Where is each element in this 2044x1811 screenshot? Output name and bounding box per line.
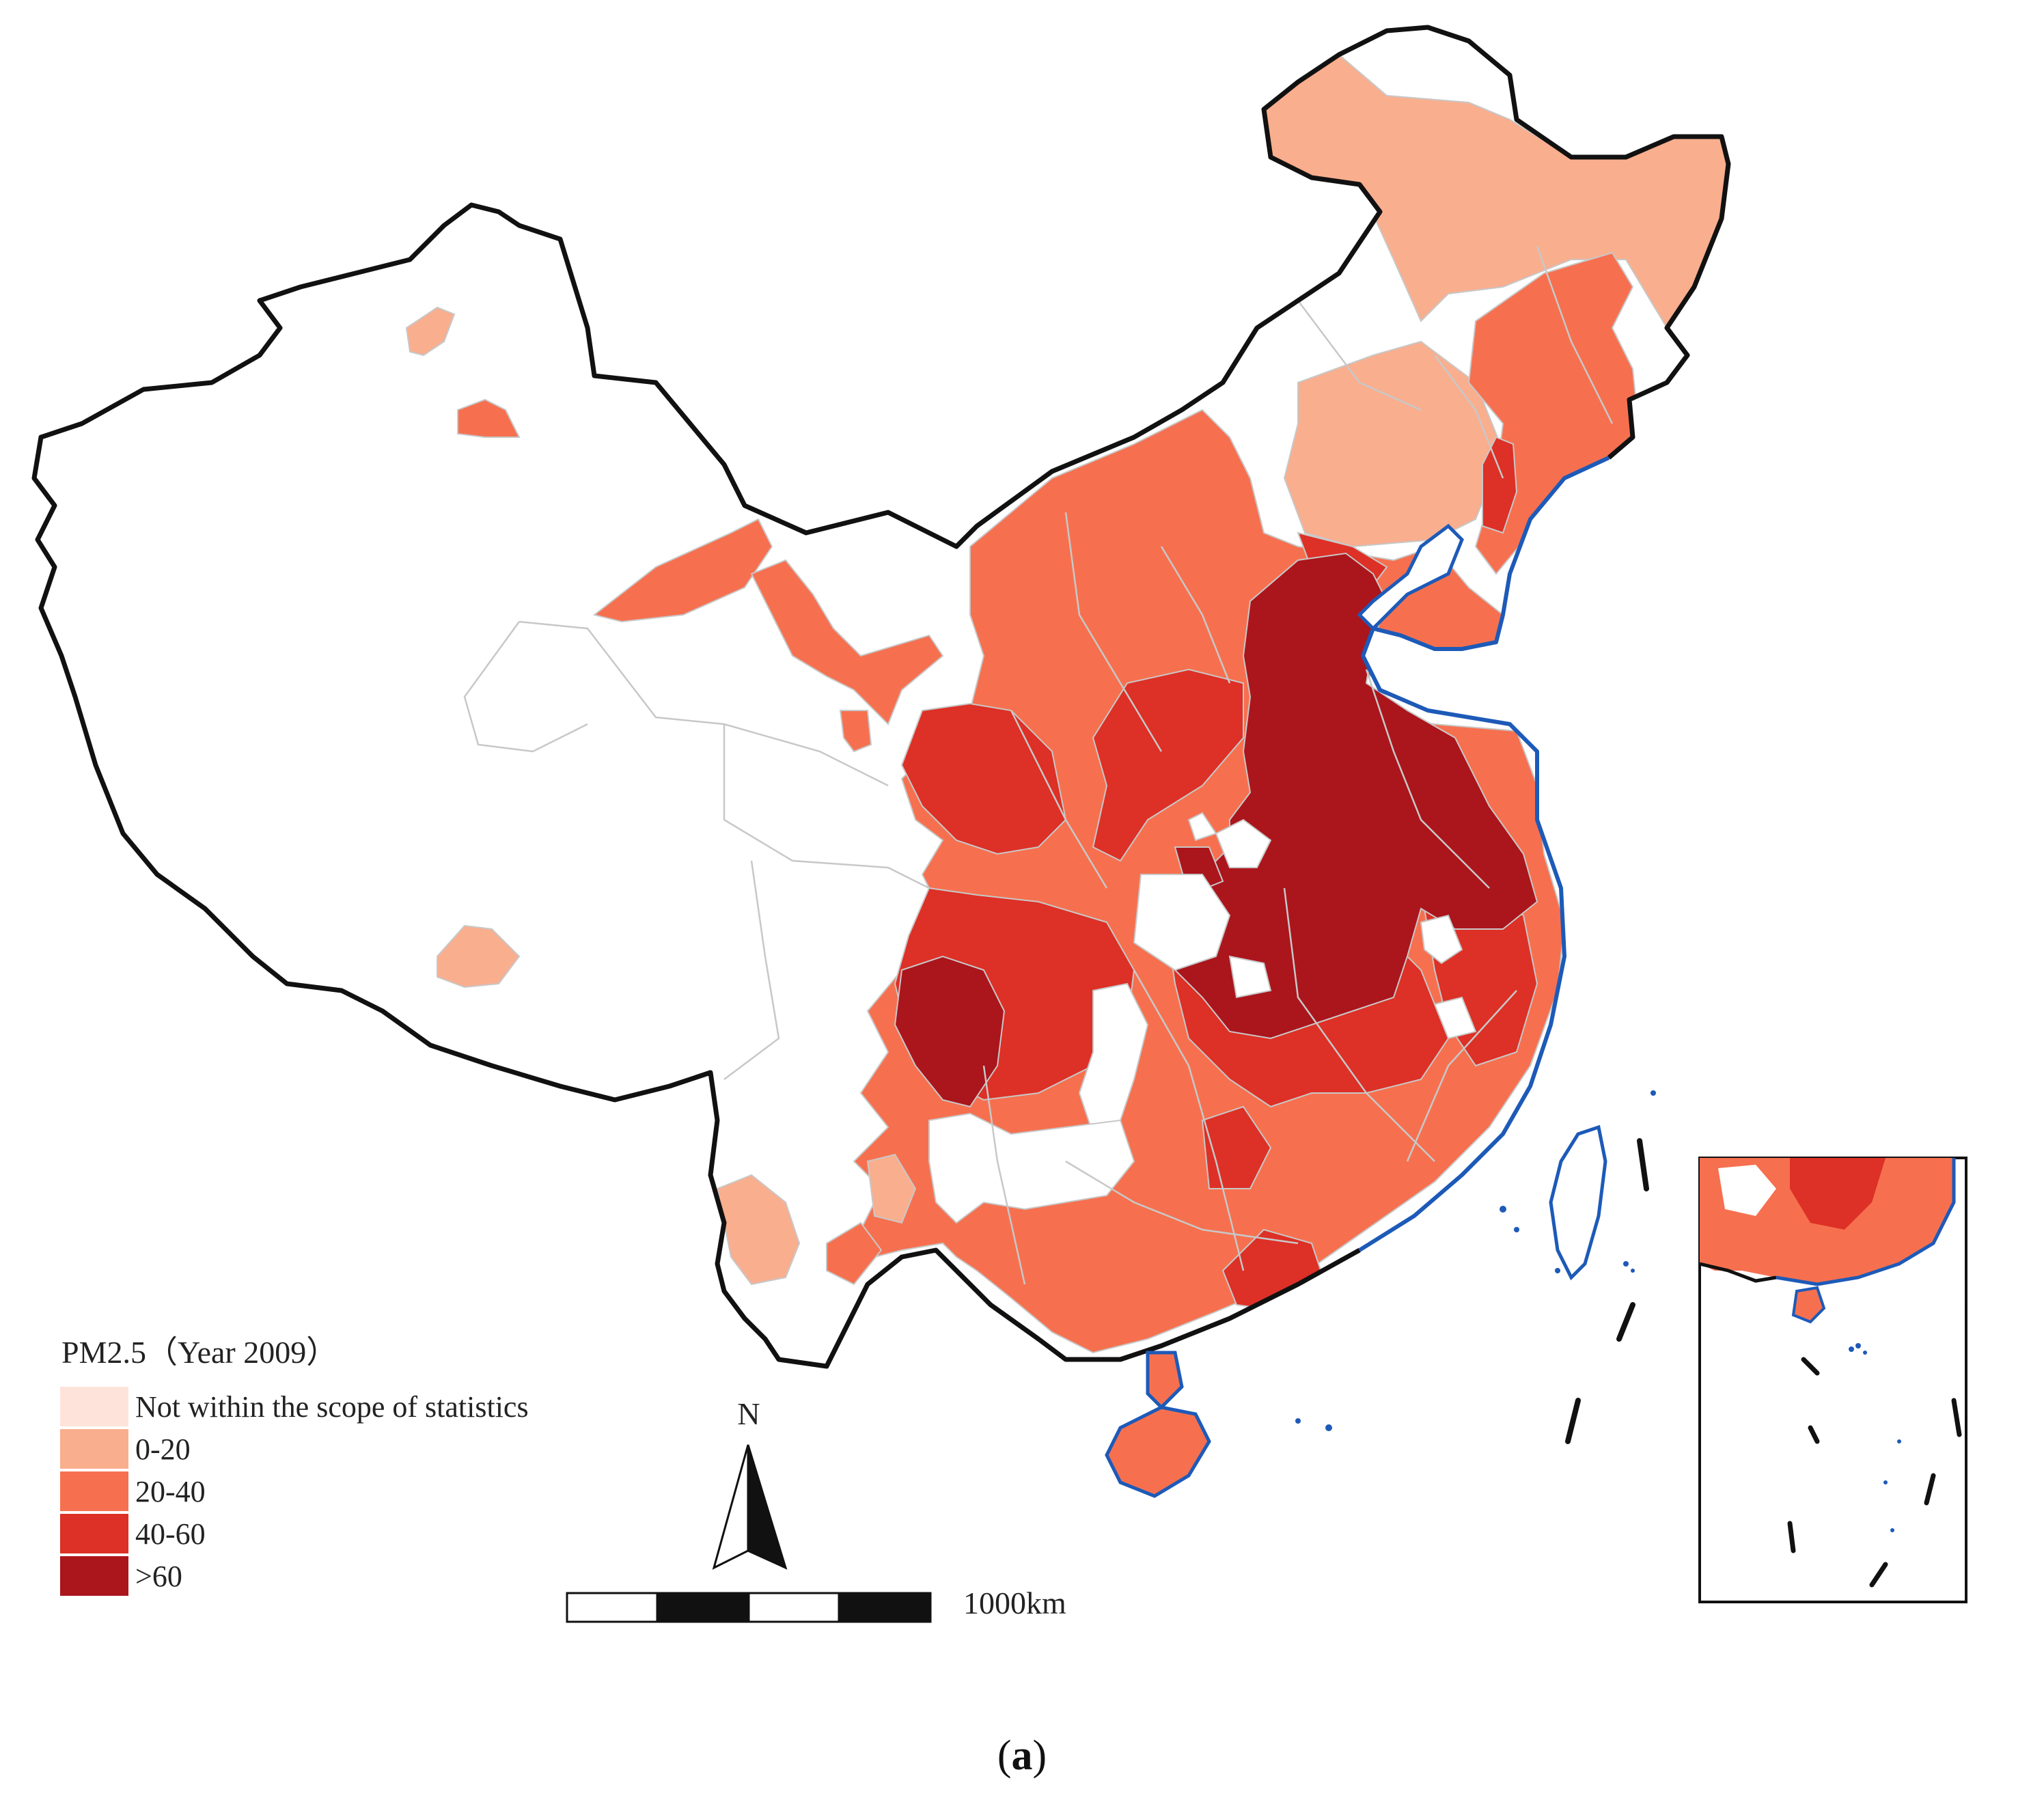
- scale-bar-label: 1000km: [963, 1586, 1066, 1620]
- region-no-data-hole-3: [1420, 914, 1463, 965]
- inset-region-high: [1790, 1158, 1886, 1230]
- legend-label-0: Not within the scope of statistics: [135, 1390, 529, 1424]
- inset-map: [1698, 1157, 1988, 1603]
- region-guizhou-light: [866, 1153, 917, 1224]
- legend-swatch-0: [60, 1387, 128, 1426]
- caption-open-paren: (: [997, 1732, 1012, 1779]
- region-no-data-hole-2: [1215, 818, 1272, 868]
- legend-label-1: 0-20: [135, 1433, 191, 1466]
- hainan-island: [1105, 1405, 1211, 1498]
- inset-border: [1700, 1262, 1777, 1283]
- region-no-data-hole-8: [1187, 812, 1217, 842]
- legend-label-3: 40-60: [135, 1517, 206, 1551]
- region-northeast-dark: [1482, 436, 1518, 534]
- region-no-data-hole-4: [1433, 996, 1477, 1040]
- province-boundaries: [463, 245, 1614, 1285]
- legend-swatch-3: [60, 1514, 128, 1553]
- caption-close-paren: ): [1032, 1732, 1047, 1779]
- national-border: [31, 25, 1731, 1369]
- legend-swatch-2: [60, 1471, 128, 1511]
- caption-letter: a: [1011, 1732, 1033, 1779]
- north-arrow-label: N: [737, 1396, 760, 1431]
- inset-coast: [1776, 1158, 1956, 1286]
- region-xinjiang-north-medium: [457, 398, 521, 438]
- region-xinjiang-east-medium: [592, 518, 773, 623]
- small-islands: [1295, 1090, 1656, 1431]
- scale-bar: 1000km: [566, 1586, 1066, 1623]
- region-northwest-mid-high: [900, 702, 1067, 855]
- north-arrow-right-half: [747, 1444, 788, 1570]
- north-arrow-left-half: [712, 1444, 749, 1570]
- region-yunnan-medium: [826, 1221, 883, 1286]
- legend-title: PM2.5（Year 2009）: [61, 1335, 337, 1370]
- coastline: [1358, 456, 1610, 1252]
- legend-swatch-1: [60, 1429, 128, 1469]
- nine-dash-line: [1565, 1138, 1649, 1444]
- region-no-data-hole-5: [1228, 955, 1272, 999]
- region-tibet-light: [437, 924, 521, 989]
- region-hunan-mid-high: [1201, 1105, 1272, 1189]
- region-xinjiang-east2-medium: [750, 559, 944, 725]
- region-no-data-hole-7: [928, 1112, 1135, 1224]
- region-yunnan-light: [716, 1174, 801, 1286]
- bohai-sea: [1357, 523, 1464, 631]
- inset-hainan: [1791, 1286, 1826, 1324]
- region-inner-mongolia-light: [1283, 340, 1504, 548]
- region-sichuan-basin-high: [894, 955, 1006, 1108]
- inset-taiwan: [1969, 1172, 1988, 1223]
- inset-region-no-data: [1718, 1165, 1776, 1216]
- figure-caption: (a): [0, 1732, 2044, 1780]
- region-qinghai-medium: [839, 710, 872, 753]
- legend-label-2: 20-40: [135, 1475, 206, 1508]
- legend: PM2.5（Year 2009） Not within the scope of…: [60, 1335, 529, 1596]
- region-no-data-hole-1: [1133, 874, 1231, 971]
- legend-label-4: >60: [135, 1560, 182, 1593]
- north-arrow: N: [712, 1396, 788, 1570]
- region-xinjiang-north-light: [405, 306, 456, 357]
- taiwan-island: [1549, 1124, 1607, 1281]
- leizhou-peninsula: [1146, 1351, 1184, 1410]
- region-central-mid-high-1: [1092, 668, 1244, 862]
- legend-swatch-4: [60, 1556, 128, 1596]
